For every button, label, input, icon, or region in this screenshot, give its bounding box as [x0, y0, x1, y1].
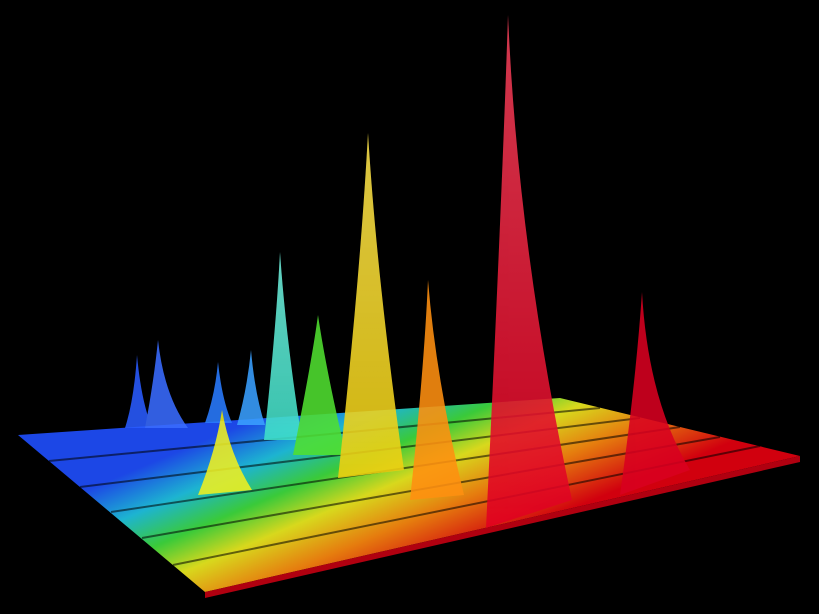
peak: [198, 410, 252, 495]
peak: [125, 355, 152, 428]
peak: [410, 280, 464, 500]
peak: [145, 340, 188, 428]
peak: [205, 362, 232, 423]
peak: [620, 292, 690, 495]
peak: [293, 315, 346, 455]
peak: [237, 350, 265, 425]
peak-highlights: [264, 15, 572, 528]
peak-highlight: [486, 15, 572, 528]
base-plane: [18, 398, 800, 592]
peak-highlight: [264, 252, 302, 440]
plane-edge: [205, 456, 800, 598]
peak-highlight: [338, 133, 404, 478]
